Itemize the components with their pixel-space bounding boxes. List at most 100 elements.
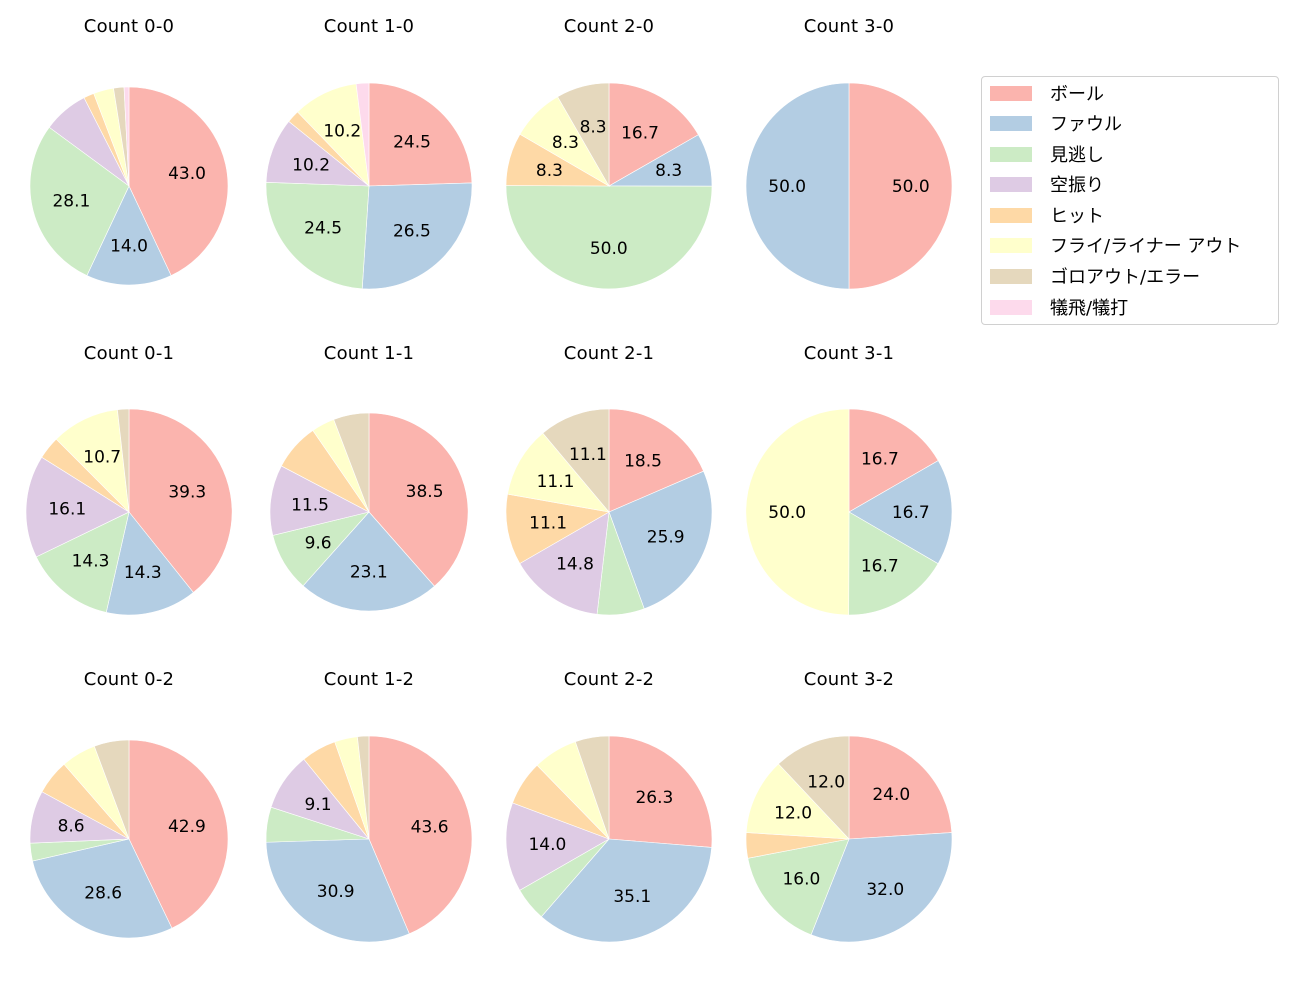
pie-panel-3-2: Count 3-2 [729,653,969,973]
pie-slice-label: 43.0 [168,164,206,184]
legend-swatch [990,85,1032,101]
pie-slice-label: 9.1 [304,795,331,815]
pie-slice [35,511,130,613]
pie-slice [333,412,370,513]
pie-panel-1-2: Count 1-2 [249,653,489,973]
pie-panel-0-1: Count 0-1 [9,327,249,647]
legend-label: ファウル [1050,114,1122,135]
legend-label: ボール [1050,84,1104,105]
pie-slice-label: 16.7 [621,124,659,144]
pie-title: Count 0-2 [83,669,175,690]
legend-label: ゴロアウト/エラー [1050,267,1201,288]
legend-label: 見逃し [1050,145,1104,166]
legend-swatch [990,268,1032,284]
legend: ボール ファウル 見逃し 空振り ヒット フライ/ライナー アウト ゴロアウト/… [981,76,1279,325]
pie-slice [269,465,370,536]
pie-title: Count 2-0 [563,16,655,37]
pie-count-0-1: 39.3 14.3 14.3 16.1 10.7 [25,408,233,616]
pie-slice [574,735,610,840]
pie-slice [848,511,939,616]
pie-slice [265,181,370,290]
pie-slice-label: 10.2 [292,155,330,175]
pie-slice [848,408,939,513]
pie-title: Count 0-1 [83,343,175,364]
pie-count-2-1: 18.5 25.9 14.8 11.1 11.1 11.1 [505,408,713,616]
pie-slice [128,408,233,593]
legend-swatch [990,176,1032,192]
pie-slice [368,735,473,935]
pie-slice-label: 18.5 [624,451,662,471]
pie-slice [86,185,172,286]
pie-slice [105,511,194,616]
pie-count-2-0: 16.78.350.08.38.38.3 [505,82,713,290]
pie-slice-label: 14.8 [556,555,594,575]
pie-title: Count 3-0 [803,16,895,37]
pie-slice-label: 24.5 [393,133,431,153]
legend-label: 空振り [1050,175,1104,196]
pie-slice-label: 16.7 [892,503,930,523]
pie-slice-label: 25.9 [647,528,685,548]
pie-title: Count 0-0 [83,16,175,37]
pie-slice-label: 23.1 [350,562,388,582]
legend-label: 犠飛/犠打 [1050,298,1129,319]
pie-count-3-0: 50.0 50.0 [745,82,953,290]
legend-item-called-strike: 見逃し [990,144,1104,166]
pie-title: Count 2-2 [563,669,655,690]
pie-slice-label: 14.0 [110,236,148,256]
legend-item-ball: ボール [990,83,1104,105]
pie-title: Count 1-1 [323,343,415,364]
pie-count-0-2: 42.9 28.6 8.6 [29,739,229,939]
pie-title: Count 3-1 [803,343,895,364]
pie-slice [32,838,173,939]
pie-panel-0-2: Count 0-2 [9,653,249,973]
pie-panel-2-2: Count 2-2 [489,653,729,973]
pie-slice [848,460,953,565]
pie-slice [519,511,610,615]
pie-title: Count 2-1 [563,343,655,364]
legend-item-swinging-strike: 空振り [990,174,1104,196]
pie-slice [117,408,130,513]
pie-slice-label: 16.7 [861,557,899,577]
pie-count-1-1: 38.5 23.1 9.6 11.5 [269,412,469,612]
pie-slice [542,408,610,513]
legend-swatch [990,237,1032,253]
legend-label: フライ/ライナー アウト [1050,236,1242,257]
pie-count-3-1: 16.7 16.7 16.7 50.0 [745,408,953,616]
pie-slice [608,408,704,513]
pie-slice-label: 35.1 [613,887,651,907]
pie-slice-label: 28.6 [84,884,122,904]
pie-slice [745,408,850,616]
pie-title: Count 3-2 [803,669,895,690]
pie-slice-label: 50.0 [768,503,806,523]
pie-count-3-2: 24.0 32.0 16.0 12.0 12.0 [745,735,953,943]
pie-slice [747,838,850,936]
pie-slice [505,493,610,564]
pie-slice-label: 12.0 [807,773,845,793]
pie-slice [608,735,713,848]
pie-slice-label: 11.1 [569,445,607,465]
pie-slice [128,86,229,276]
pie-slice [93,739,130,840]
pie-slice-label: 8.3 [536,161,563,181]
pie-panel-0-0: Count 0-0 [9,0,249,320]
pie-slice [848,735,953,840]
pie-panel-2-1: Count 2-1 [489,327,729,647]
pie-slice-label: 11.1 [537,472,575,492]
pie-slice [265,838,410,943]
pie-count-1-0: 24.5 26.5 24.5 10.2 10.2 [265,82,473,290]
pie-slice-label: 24.0 [872,785,910,805]
pie-slice [128,739,229,929]
pie-slice-label: 42.9 [168,817,206,837]
pie-slice-label: 38.5 [406,482,444,502]
pie-slice [745,763,850,840]
pie-slice-label: 10.2 [323,121,361,141]
pie-panel-3-1: Count 3-1 [729,327,969,647]
pie-slice [745,82,850,290]
pie-slice [302,511,435,612]
pie-panel-1-1: Count 1-1 [249,327,489,647]
pie-slice-label: 10.7 [83,447,121,467]
pie-slice-label: 26.3 [635,788,673,808]
pie-slice-label: 26.5 [393,222,431,242]
pie-slice [368,82,473,187]
pie-slice-label: 14.3 [124,563,162,583]
